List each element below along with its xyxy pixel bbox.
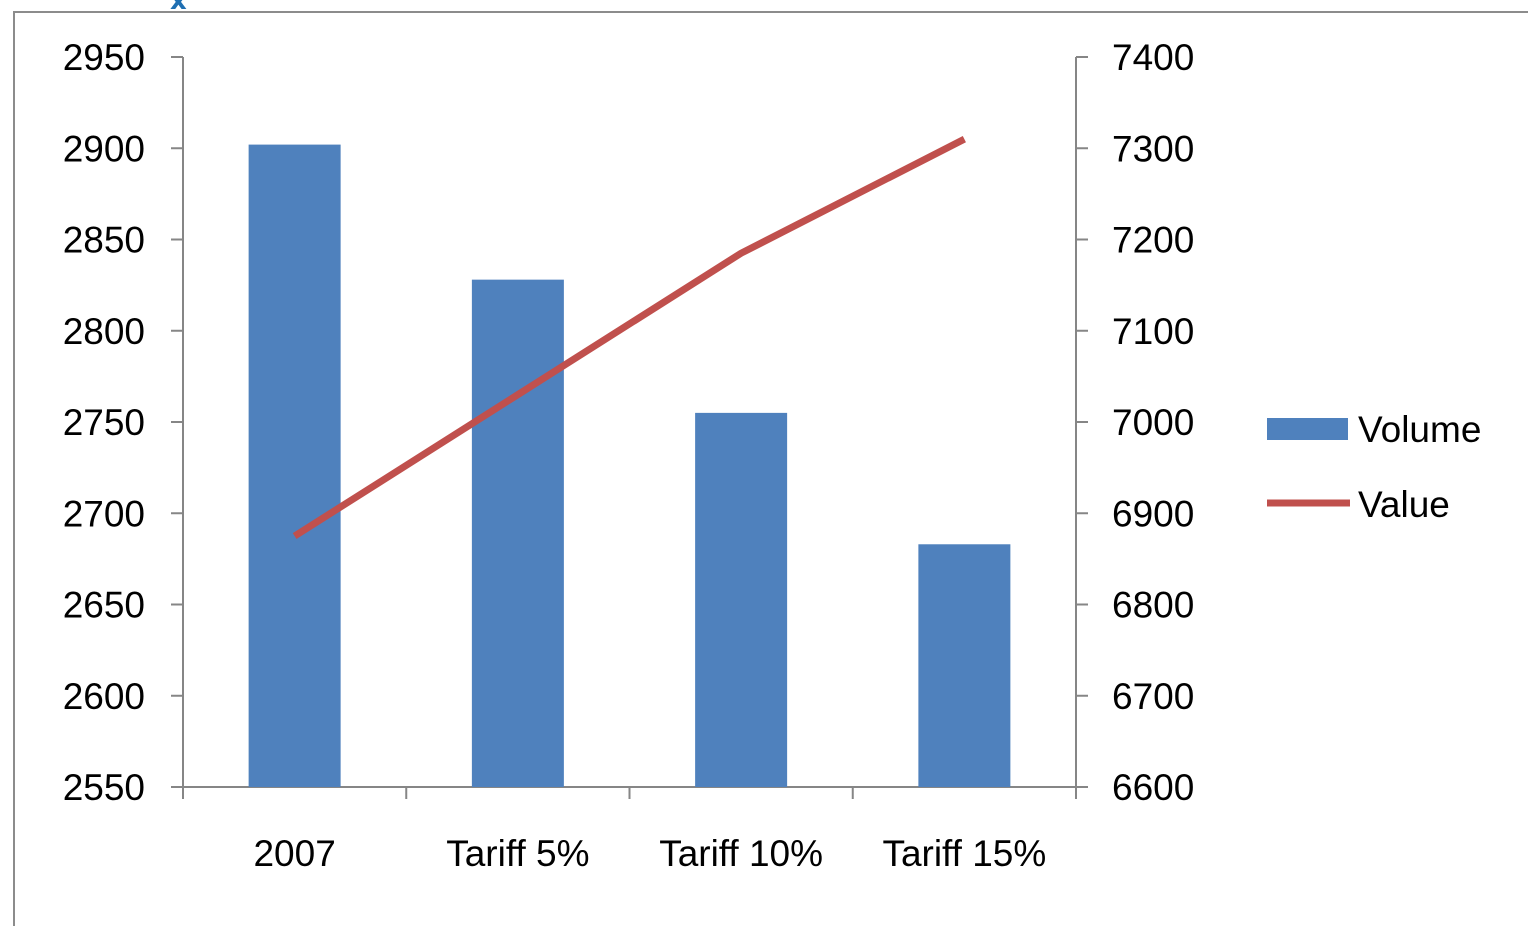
- left-tick-label: 2600: [63, 676, 145, 717]
- volume-bars: [248, 144, 1011, 788]
- value-line-series: [292, 136, 966, 540]
- value-line: [292, 136, 966, 540]
- left-tick-label: 2700: [63, 493, 145, 534]
- volume-bar: [695, 412, 788, 787]
- right-tick-label: 7200: [1112, 220, 1194, 261]
- left-tick-label: 2850: [63, 220, 145, 261]
- x-category-label: Tariff 10%: [659, 833, 823, 874]
- right-tick-label: 7400: [1112, 37, 1194, 78]
- right-tick-label: 6900: [1112, 493, 1194, 534]
- legend-label-value: Value: [1358, 484, 1450, 525]
- x-category-label: Tariff 5%: [446, 833, 589, 874]
- left-tick-label: 2650: [63, 585, 145, 626]
- x-axis: 2007 Tariff 5% Tariff 10% Tariff 15%: [182, 786, 1077, 874]
- left-y-axis: 2950 2900 2850 2800 2750 2700 2650 2600 2550: [63, 37, 184, 808]
- left-tick-label: 2900: [63, 128, 145, 169]
- chart-frame: [13, 11, 1528, 926]
- right-y-axis: 7400 7300 7200 7100 7000 6900 6800 6700 6600: [1075, 37, 1194, 808]
- legend-label-volume: Volume: [1358, 409, 1481, 450]
- right-tick-label: 7300: [1112, 128, 1194, 169]
- legend-swatch-volume: [1267, 418, 1348, 440]
- volume-bar: [918, 544, 1011, 787]
- right-tick-label: 6600: [1112, 767, 1194, 808]
- left-tick-label: 2550: [63, 767, 145, 808]
- left-tick-label: 2950: [63, 37, 145, 78]
- right-tick-label: 7000: [1112, 402, 1194, 443]
- legend: Volume Value: [1267, 409, 1481, 525]
- left-tick-label: 2750: [63, 402, 145, 443]
- x-category-label: 2007: [253, 833, 335, 874]
- volume-bar: [248, 144, 341, 788]
- left-tick-label: 2800: [63, 311, 145, 352]
- close-icon[interactable]: x: [170, 0, 187, 16]
- volume-bar: [471, 279, 564, 787]
- right-tick-label: 6700: [1112, 676, 1194, 717]
- right-tick-label: 7100: [1112, 311, 1194, 352]
- right-tick-label: 6800: [1112, 585, 1194, 626]
- x-category-label: Tariff 15%: [882, 833, 1046, 874]
